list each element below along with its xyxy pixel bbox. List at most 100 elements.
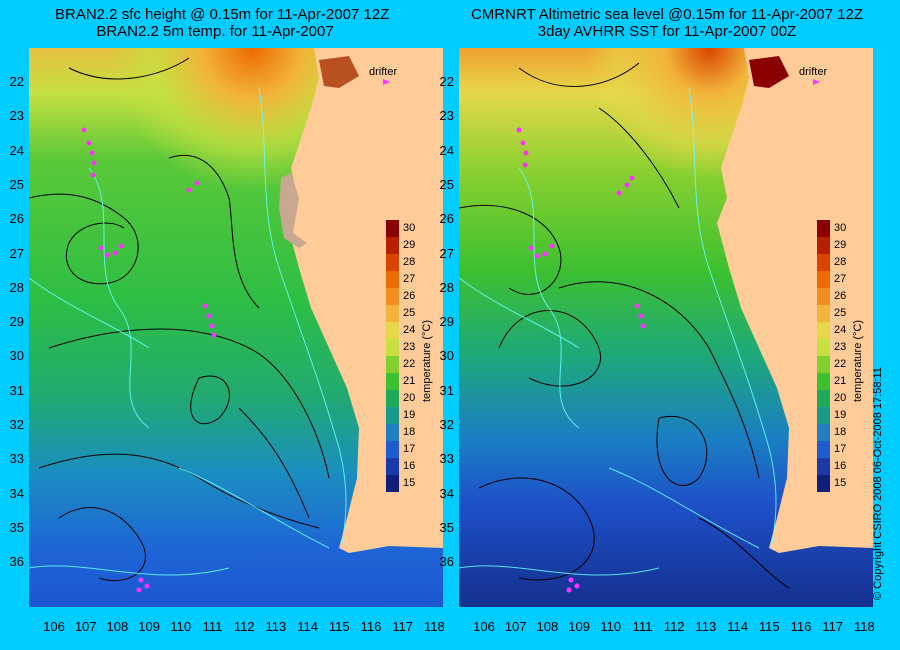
longitude-label: 115 xyxy=(758,619,780,634)
colorbar-swatch xyxy=(386,237,399,254)
coastal-hills xyxy=(319,56,359,88)
colorbar-tick-label: 21 xyxy=(403,375,416,387)
colorbar-tick-label: 25 xyxy=(834,307,847,319)
colorbar-swatch xyxy=(386,390,399,407)
contour-lines xyxy=(29,57,330,582)
colorbar-tick-label: 18 xyxy=(403,426,416,438)
latitude-label: 25 xyxy=(439,176,454,192)
longitude-label: 118 xyxy=(854,619,875,634)
colorbar-title: temperature (°C) xyxy=(852,319,864,402)
colorbar-swatch xyxy=(386,458,399,475)
colorbar-tick-label: 28 xyxy=(834,256,847,268)
colorbar-swatch xyxy=(817,373,830,390)
colorbar-swatch xyxy=(386,322,399,339)
colorbar-swatch xyxy=(386,271,399,288)
latitude-label: 29 xyxy=(439,314,454,330)
bathymetry-lines xyxy=(29,87,347,576)
colorbar-swatch xyxy=(817,220,830,237)
colorbar-swatch xyxy=(817,254,830,271)
colorbar-swatch xyxy=(386,475,399,492)
colorbar-tick-label: 22 xyxy=(403,358,416,370)
colorbar-swatch xyxy=(817,475,830,492)
longitude-label: 110 xyxy=(170,619,192,634)
colorbar-swatch xyxy=(386,373,399,390)
left-title-line2: BRAN2.2 5m temp. for 11-Apr-2007 xyxy=(96,23,334,40)
latitude-label: 22 xyxy=(439,74,454,89)
longitude-label: 117 xyxy=(822,619,844,634)
right-title-line2: 3day AVHRR SST for 11-Apr-2007 00Z xyxy=(537,23,797,40)
colorbar-tick-label: 18 xyxy=(834,426,847,438)
longitude-label: 106 xyxy=(473,619,495,634)
right-drifter-label: drifter xyxy=(799,66,828,78)
colorbar-swatch xyxy=(817,390,830,407)
latitude-label: 25 xyxy=(9,176,24,192)
colorbar-swatch xyxy=(386,305,399,322)
latitude-label: 30 xyxy=(9,348,24,364)
colorbar-swatch xyxy=(817,339,830,356)
colorbar-tick-label: 19 xyxy=(403,409,416,421)
latitude-label: 28 xyxy=(9,279,24,295)
colorbar-tick-label: 23 xyxy=(834,341,847,353)
latitude-label: 36 xyxy=(9,554,24,570)
longitude-label: 109 xyxy=(138,619,160,634)
latitude-label: 31 xyxy=(439,382,454,398)
latitude-label: 34 xyxy=(9,485,24,501)
colorbar-swatch xyxy=(817,271,830,288)
longitude-label: 106 xyxy=(43,619,65,634)
colorbar-tick-label: 24 xyxy=(403,324,416,336)
colorbar-tick-label: 27 xyxy=(834,273,847,285)
longitude-label: 108 xyxy=(106,619,129,634)
colorbar-tick-label: 30 xyxy=(834,222,847,234)
copyright-notice: © Copyright CSIRO 2008 06-Oct-2008 17:58… xyxy=(872,367,884,600)
colorbar-swatch xyxy=(817,356,830,373)
latitude-label: 26 xyxy=(9,211,24,227)
latitude-label: 23 xyxy=(9,108,24,124)
left-title-line1: BRAN2.2 sfc height @ 0.15m for 11-Apr-20… xyxy=(55,6,390,23)
latitude-label: 36 xyxy=(439,554,454,570)
drifter-tracks xyxy=(81,79,390,593)
longitude-label: 118 xyxy=(424,619,445,634)
colorbar-tick-label: 29 xyxy=(834,239,847,251)
longitude-label: 117 xyxy=(392,619,414,634)
colorbar-swatch xyxy=(386,424,399,441)
colorbar-swatch xyxy=(386,339,399,356)
latitude-label: 29 xyxy=(9,314,24,330)
colorbar-swatch xyxy=(817,305,830,322)
colorbar-tick-label: 25 xyxy=(403,307,416,319)
longitude-label: 112 xyxy=(233,619,255,634)
latitude-label: 30 xyxy=(439,348,454,364)
latitude-label: 32 xyxy=(439,417,454,432)
latitude-label: 31 xyxy=(9,382,24,398)
colorbar-swatch xyxy=(817,407,830,424)
colorbar-tick-label: 29 xyxy=(403,239,416,251)
colorbar-swatch xyxy=(386,407,399,424)
colorbar-swatch xyxy=(386,220,399,237)
colorbar-swatch xyxy=(817,322,830,339)
land-mass xyxy=(287,48,443,553)
longitude-label: 115 xyxy=(328,619,350,634)
colorbar-tick-label: 22 xyxy=(834,358,847,370)
colorbar-swatch xyxy=(817,288,830,305)
colorbar-swatch xyxy=(817,237,830,254)
longitude-label: 108 xyxy=(536,619,559,634)
longitude-label: 114 xyxy=(727,619,748,634)
latitude-label: 27 xyxy=(9,245,24,261)
right-map-panel: drifter xyxy=(459,48,873,607)
colorbar-tick-label: 26 xyxy=(403,290,416,302)
colorbar-tick-label: 15 xyxy=(403,477,416,489)
colorbar-tick-label: 28 xyxy=(403,256,416,268)
colorbar-tick-label: 30 xyxy=(403,222,416,234)
longitude-label: 116 xyxy=(360,619,382,634)
latitude-label: 27 xyxy=(439,245,454,261)
longitude-label: 113 xyxy=(265,619,287,634)
longitude-label: 112 xyxy=(663,619,685,634)
longitude-label: 111 xyxy=(202,619,223,634)
colorbar-tick-label: 17 xyxy=(403,443,416,455)
longitude-label: 116 xyxy=(790,619,812,634)
colorbar-tick-label: 21 xyxy=(834,375,847,387)
colorbar-swatch xyxy=(386,254,399,271)
longitude-label: 114 xyxy=(297,619,318,634)
colorbar-tick-label: 27 xyxy=(403,273,416,285)
longitude-label: 107 xyxy=(74,619,97,634)
reef-islands xyxy=(279,173,307,248)
